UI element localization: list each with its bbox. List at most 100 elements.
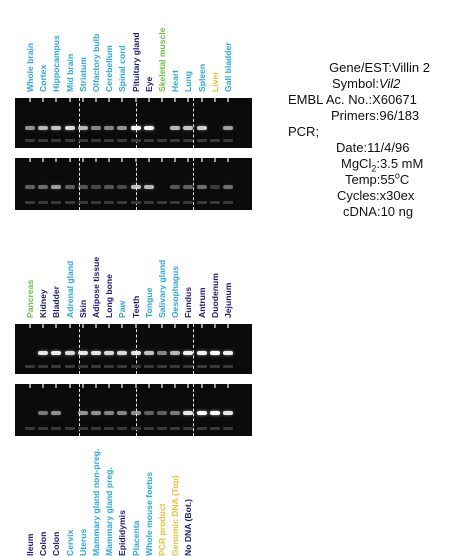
- lane-label: PCR product: [157, 503, 167, 556]
- well-tick: [147, 324, 150, 328]
- well-tick: [121, 98, 124, 102]
- primer-dimer-smear: [157, 201, 167, 204]
- date-row: Date:11/4/96: [336, 140, 410, 156]
- primer-dimer-smear: [196, 365, 207, 368]
- lane-label: Mid brain: [64, 53, 75, 92]
- primer-dimer-smear: [25, 139, 35, 142]
- lane-label: Lung: [183, 71, 194, 92]
- lane-label: Tongue: [143, 287, 154, 318]
- pcr-heading: PCR;: [288, 124, 319, 140]
- pcr-band: [51, 126, 62, 130]
- lane-label: Colon: [51, 531, 62, 556]
- mgcl-value: 3.5 mM: [379, 156, 424, 171]
- primer-dimer-smear: [170, 365, 181, 368]
- temp-row: Temp:55oC: [345, 171, 410, 188]
- well-tick: [134, 324, 137, 328]
- well-tick: [187, 384, 190, 388]
- well-tick: [161, 324, 163, 328]
- pcr-band: [183, 351, 194, 355]
- lane-label: Long bone: [104, 274, 115, 318]
- pcr-band: [38, 126, 49, 130]
- pcr-band: [25, 185, 35, 189]
- lane-label: Placenta: [130, 520, 141, 556]
- pcr-band: [130, 185, 141, 189]
- primer-dimer-smear: [223, 201, 233, 204]
- pcr-band: [91, 411, 101, 415]
- lane-label: Eye: [143, 76, 154, 92]
- pcr-band: [157, 411, 167, 415]
- lane-label: Genomic DNA (Top): [170, 475, 181, 556]
- well-tick: [227, 384, 229, 388]
- mgcl-sep: :: [376, 156, 380, 171]
- well-tick: [108, 324, 111, 328]
- pcr-band: [38, 351, 49, 355]
- lane-label: Ileum: [25, 533, 35, 556]
- lane-label: Whole mouse foetus: [143, 471, 154, 556]
- cycles-row: Cycles:x30ex: [337, 188, 414, 204]
- well-tick: [134, 98, 137, 102]
- pcr-band: [130, 351, 141, 355]
- primer-dimer-smear: [104, 139, 115, 142]
- lane-separator: [193, 98, 194, 148]
- pcr-band: [104, 411, 115, 415]
- gene-value: Villin 2: [391, 60, 430, 75]
- mgcl-label: MgCl: [341, 156, 372, 171]
- primer-dimer-smear: [223, 139, 233, 142]
- pcr-band: [196, 411, 207, 415]
- embl-row: EMBL Ac. No.:X60671: [288, 92, 417, 108]
- primer-dimer-smear: [64, 201, 75, 204]
- lane-label: Pituitary gland: [130, 32, 141, 92]
- primer-dimer-smear: [38, 427, 49, 430]
- well-tick: [121, 158, 124, 162]
- lane-label: Oesophagus: [170, 265, 181, 318]
- pcr-band: [91, 351, 101, 355]
- pcr-band: [223, 126, 233, 130]
- lane-separator: [193, 324, 194, 374]
- lane-label: Hippocampus: [51, 35, 62, 92]
- well-tick: [42, 324, 45, 328]
- pcr-band: [130, 411, 141, 415]
- temp-unit: C: [399, 172, 410, 187]
- temp-label: Temp:: [345, 172, 381, 187]
- well-tick: [68, 324, 71, 328]
- pcr-band: [196, 126, 207, 130]
- well-tick: [29, 324, 31, 328]
- lane-separator: [136, 384, 137, 436]
- pcr-band: [196, 351, 207, 355]
- symbol-label: Symbol:: [332, 76, 379, 91]
- well-tick: [55, 158, 58, 162]
- well-tick: [174, 384, 177, 388]
- lane-separator: [193, 384, 194, 436]
- well-tick: [68, 158, 71, 162]
- well-tick: [68, 384, 71, 388]
- primer-dimer-smear: [51, 427, 62, 430]
- primer-dimer-smear: [77, 139, 88, 142]
- pcr-band: [183, 411, 194, 415]
- lane-label: Paw: [117, 300, 128, 318]
- primer-dimer-smear: [183, 139, 194, 142]
- primer-dimer-smear: [143, 365, 154, 368]
- lane-label: Antrum: [196, 287, 207, 318]
- well-tick: [108, 384, 111, 388]
- cdna-row: cDNA:10 ng: [343, 204, 413, 220]
- lane-label: Fundus: [183, 286, 194, 318]
- well-tick: [134, 384, 137, 388]
- primer-dimer-smear: [117, 365, 128, 368]
- lane-label: Skeletal muscle: [157, 27, 167, 93]
- primer-dimer-smear: [209, 365, 220, 368]
- well-tick: [227, 158, 229, 162]
- primers-value: 96/183: [379, 108, 420, 123]
- well-tick: [108, 98, 111, 102]
- pcr-band: [209, 185, 220, 189]
- pcr-band: [143, 411, 154, 415]
- primer-dimer-smear: [64, 139, 75, 142]
- pcr-band: [209, 411, 220, 415]
- lane-label: Olfactory bulb: [91, 33, 101, 92]
- lane-separator: [79, 158, 80, 210]
- primers-row: Primers:96/183: [331, 108, 419, 124]
- primer-dimer-smear: [223, 365, 233, 368]
- primer-dimer-smear: [117, 427, 128, 430]
- pcr-band: [196, 185, 207, 189]
- embl-value: X60671: [372, 92, 417, 107]
- pcr-band: [170, 351, 181, 355]
